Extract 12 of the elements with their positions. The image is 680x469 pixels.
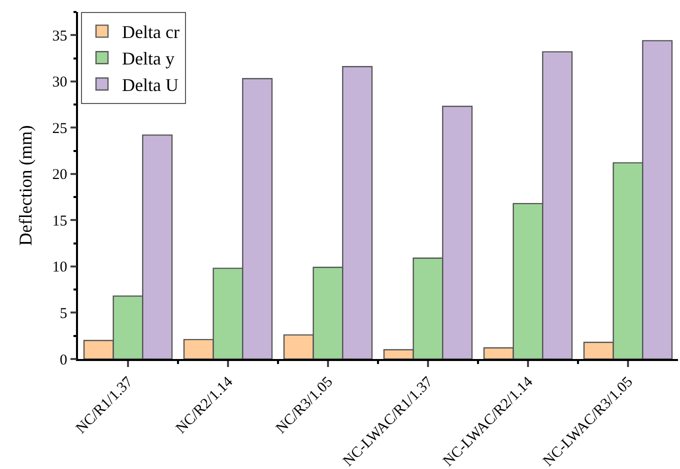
y-tick-label: 0 bbox=[60, 352, 68, 368]
y-tick-label: 20 bbox=[52, 167, 68, 184]
y-tick-label: 10 bbox=[52, 260, 68, 276]
y-tick-label: 5 bbox=[60, 306, 68, 322]
legend-label: Delta U bbox=[122, 75, 178, 96]
y-axis-title: Deflection (mm) bbox=[16, 125, 36, 246]
y-tick-label: 15 bbox=[52, 213, 68, 230]
y-tick-label: 35 bbox=[52, 28, 68, 44]
y-tick-label: 30 bbox=[52, 74, 68, 91]
legend-label: Delta y bbox=[122, 48, 174, 69]
y-tick-label: 25 bbox=[52, 120, 68, 137]
legend-label: Delta cr bbox=[122, 22, 180, 42]
